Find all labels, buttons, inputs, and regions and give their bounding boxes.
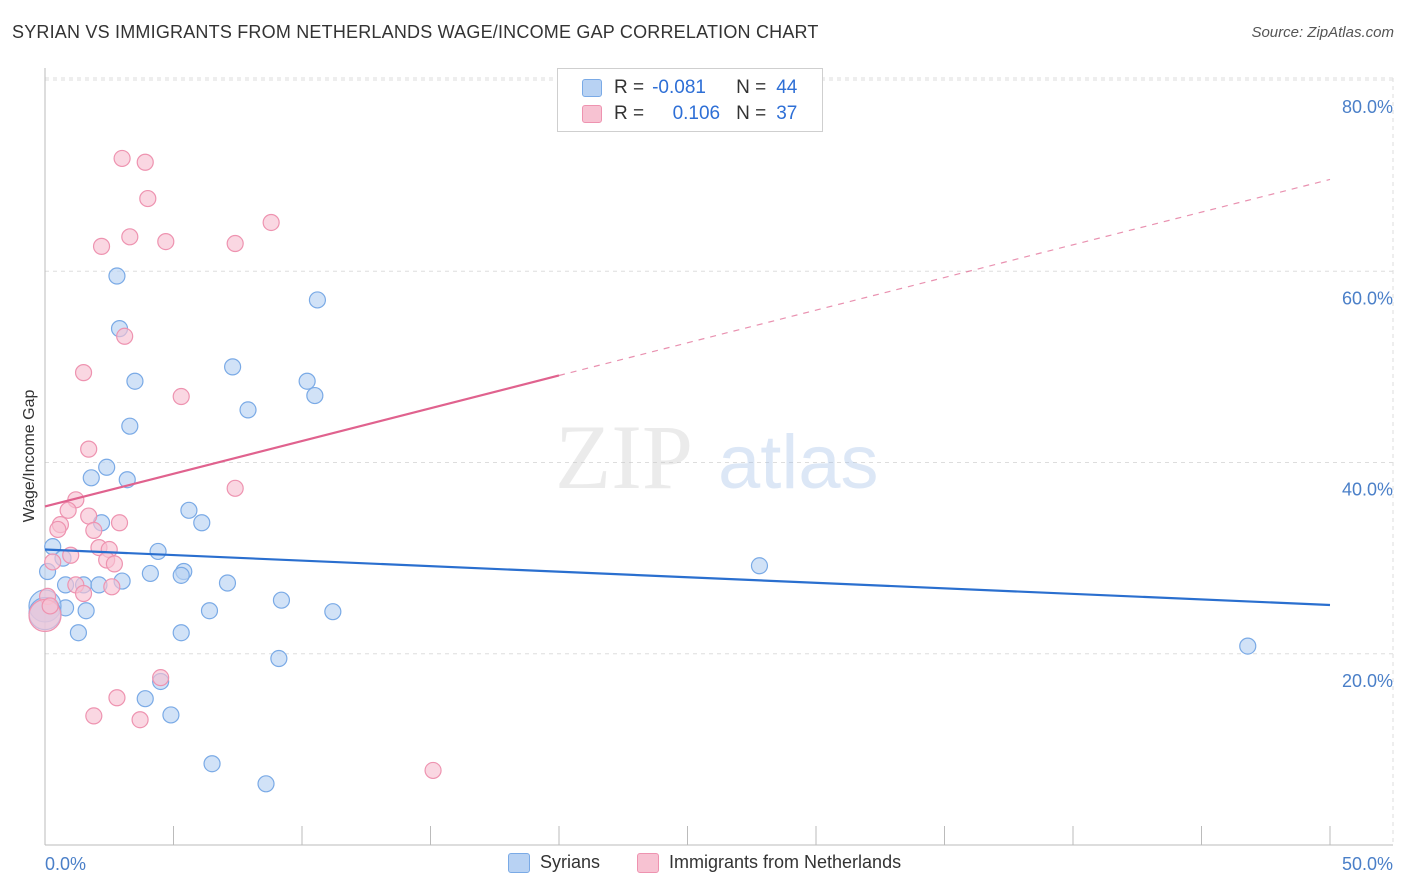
point-netherlands — [152, 669, 170, 687]
watermark-atlas: atlas — [718, 420, 879, 505]
point-syrians — [324, 603, 342, 621]
point-netherlands — [105, 555, 123, 573]
point-netherlands — [74, 584, 93, 603]
point-syrians — [69, 624, 88, 642]
legend-label-netherlands: Immigrants from Netherlands — [669, 852, 902, 872]
point-syrians — [750, 557, 769, 575]
point-netherlands — [116, 327, 134, 345]
point-netherlands — [172, 387, 190, 406]
y-tick-label: 40.0% — [1342, 480, 1393, 500]
legend-r-label: R = — [614, 103, 645, 124]
point-syrians — [172, 624, 190, 642]
watermark-zip: ZIP — [555, 406, 693, 508]
point-syrians — [77, 602, 95, 620]
series-legend: Syrians Immigrants from Netherlands — [0, 852, 1406, 878]
point-syrians — [180, 501, 198, 519]
point-netherlands — [85, 707, 103, 725]
y-tick-label: 80.0% — [1342, 97, 1393, 117]
point-syrians — [172, 566, 190, 584]
point-netherlands — [85, 521, 103, 539]
point-syrians — [108, 267, 126, 285]
legend-swatch-syrians — [508, 852, 530, 873]
point-netherlands — [103, 578, 121, 596]
legend-n-label: N = — [736, 103, 767, 124]
trend-line-netherlands-extension — [558, 178, 1331, 377]
point-syrians — [306, 386, 324, 405]
point-netherlands — [59, 501, 77, 519]
point-syrians — [141, 564, 159, 583]
point-syrians — [218, 574, 237, 592]
point-syrians — [270, 649, 288, 668]
legend-n-value: 44 — [776, 77, 798, 98]
point-syrians — [308, 291, 327, 309]
point-syrians — [82, 469, 100, 487]
trend-lines — [44, 178, 1331, 607]
point-syrians — [298, 372, 316, 390]
y-tick-label: 20.0% — [1342, 671, 1393, 691]
legend-row-netherlands: R = 0.106 N = 37 — [582, 103, 797, 125]
legend-n-label: N = — [736, 77, 767, 98]
point-syrians — [98, 458, 116, 476]
correlation-legend: R = -0.081 N = 44 R = 0.106 N = 37 — [557, 68, 823, 132]
point-netherlands — [226, 479, 244, 497]
point-syrians — [126, 372, 144, 390]
point-syrians — [162, 706, 180, 724]
x-tick-label: 0.0% — [45, 854, 86, 874]
point-netherlands — [157, 233, 175, 251]
axes — [44, 68, 1393, 846]
legend-r-value: 0.106 — [672, 103, 721, 124]
point-syrians — [239, 401, 257, 419]
point-syrians — [193, 514, 211, 532]
point-netherlands — [139, 189, 157, 208]
point-syrians — [272, 591, 291, 609]
point-netherlands — [108, 689, 126, 707]
point-syrians — [149, 542, 167, 561]
legend-item-syrians[interactable]: Syrians — [508, 852, 600, 873]
trend-line-netherlands — [44, 374, 560, 508]
legend-swatch-pink — [582, 105, 602, 123]
legend-r-label: R = — [614, 77, 645, 98]
y-tick-label: 60.0% — [1342, 288, 1393, 308]
point-netherlands — [74, 364, 93, 382]
chart-title: SYRIAN VS IMMIGRANTS FROM NETHERLANDS WA… — [12, 22, 819, 42]
point-syrians — [121, 417, 139, 435]
point-netherlands — [110, 514, 129, 532]
watermark: ZIP atlas — [555, 406, 879, 508]
legend-row-syrians: R = -0.081 N = 44 — [582, 77, 797, 99]
x-tick-label: 50.0% — [1342, 854, 1393, 874]
point-netherlands — [80, 507, 98, 525]
point-netherlands — [49, 520, 67, 539]
point-netherlands — [131, 711, 149, 729]
point-netherlands — [121, 228, 139, 246]
point-netherlands — [44, 553, 62, 571]
source-label: Source: ZipAtlas.com — [1251, 24, 1394, 41]
point-netherlands — [136, 153, 154, 171]
legend-swatch-netherlands — [637, 852, 659, 873]
point-netherlands — [80, 440, 98, 458]
point-syrians — [203, 755, 221, 773]
legend-n-value: 37 — [776, 103, 798, 124]
y-axis-label: Wage/Income Gap — [21, 390, 38, 523]
point-syrians — [200, 602, 219, 620]
point-syrians — [1239, 637, 1257, 655]
legend-label-syrians: Syrians — [540, 852, 601, 872]
point-netherlands — [226, 234, 244, 253]
legend-r-value: -0.081 — [652, 77, 706, 98]
data-points — [28, 149, 1257, 793]
point-netherlands — [92, 237, 111, 255]
trend-line-syrians — [44, 548, 1331, 607]
tick-labels: 20.0% 40.0% 60.0% 80.0% 0.0% 50.0% — [45, 97, 1393, 874]
point-netherlands — [424, 761, 442, 780]
legend-item-netherlands[interactable]: Immigrants from Netherlands — [637, 852, 901, 873]
point-syrians — [224, 358, 242, 376]
legend-swatch-blue — [582, 79, 602, 97]
point-syrians — [136, 690, 154, 708]
point-syrians — [257, 775, 275, 793]
point-netherlands — [262, 213, 280, 232]
point-netherlands — [41, 597, 59, 615]
point-netherlands — [113, 149, 131, 168]
